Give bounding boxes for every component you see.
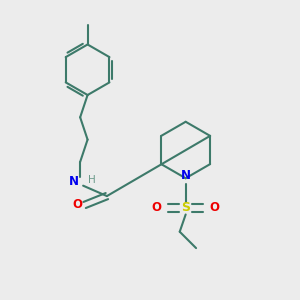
Text: O: O — [152, 202, 162, 214]
Text: H: H — [88, 175, 96, 185]
Text: O: O — [72, 199, 82, 212]
Text: S: S — [181, 202, 190, 214]
Text: N: N — [181, 169, 191, 182]
Text: N: N — [69, 175, 79, 188]
Text: O: O — [209, 202, 220, 214]
